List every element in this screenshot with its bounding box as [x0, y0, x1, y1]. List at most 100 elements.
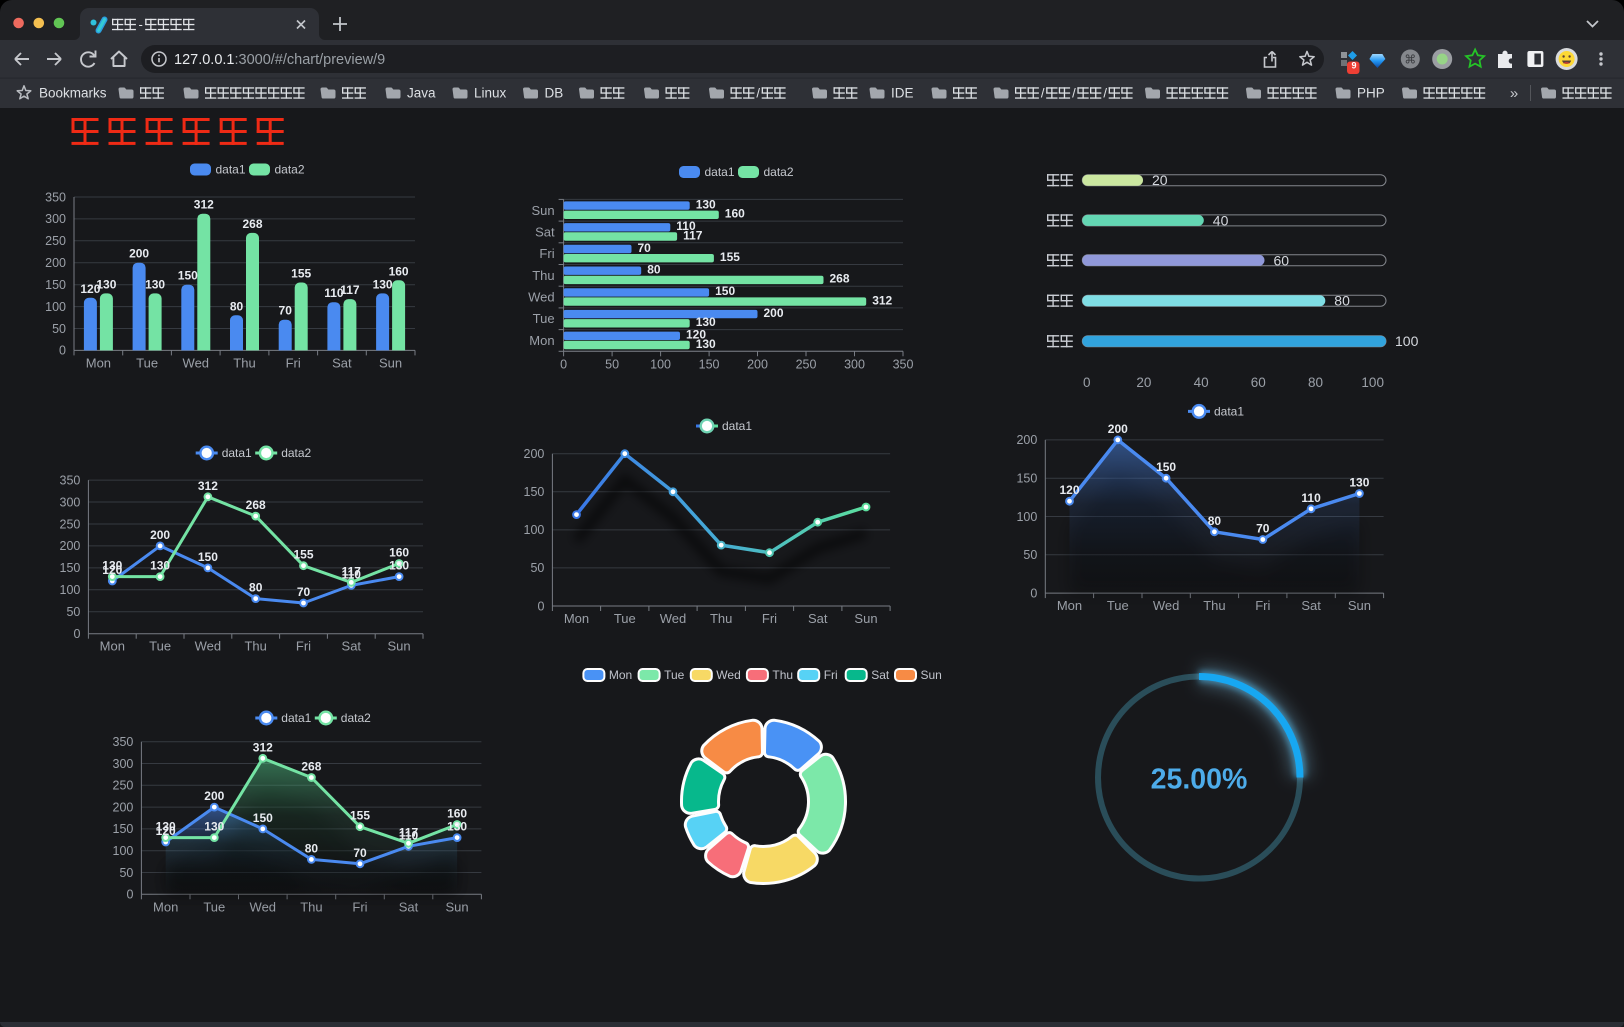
svg-text:120: 120 — [156, 824, 176, 838]
svg-text:Fri: Fri — [539, 246, 554, 261]
svg-text:Thu: Thu — [772, 668, 793, 682]
svg-text:70: 70 — [279, 304, 293, 318]
svg-text:250: 250 — [796, 357, 817, 371]
svg-text:100: 100 — [45, 300, 66, 314]
svg-text:Fri: Fri — [296, 639, 311, 654]
svg-text:data1: data1 — [216, 163, 246, 177]
svg-text:117: 117 — [342, 564, 362, 578]
svg-text:200: 200 — [113, 800, 134, 814]
svg-text:100: 100 — [1395, 333, 1419, 349]
svg-text:200: 200 — [1108, 422, 1128, 436]
svg-text:50: 50 — [605, 357, 619, 371]
svg-text:Sat: Sat — [399, 899, 419, 914]
svg-text:Mon: Mon — [1057, 598, 1082, 613]
svg-text:Linux: Linux — [474, 86, 507, 101]
svg-text:Tue: Tue — [533, 311, 555, 326]
svg-text:200: 200 — [747, 357, 768, 371]
svg-text:Sat: Sat — [332, 355, 352, 370]
svg-text:data2: data2 — [275, 163, 305, 177]
svg-text:100: 100 — [650, 357, 671, 371]
svg-text:0: 0 — [126, 888, 133, 902]
svg-text:80: 80 — [1308, 375, 1323, 390]
svg-text:data1: data1 — [705, 165, 735, 179]
svg-text:350: 350 — [893, 357, 914, 371]
svg-text:Sat: Sat — [871, 668, 890, 682]
svg-text:130: 130 — [204, 820, 224, 834]
svg-text:Fri: Fri — [762, 611, 777, 626]
svg-text:Wed: Wed — [660, 611, 687, 626]
svg-text:Mon: Mon — [86, 355, 111, 370]
svg-text:130: 130 — [373, 277, 393, 291]
svg-text:120: 120 — [686, 328, 706, 342]
svg-text:9: 9 — [1351, 61, 1356, 71]
svg-text:50: 50 — [1023, 548, 1037, 562]
svg-text:Sat: Sat — [342, 639, 362, 654]
svg-text:0: 0 — [537, 599, 544, 613]
svg-text:150: 150 — [699, 357, 720, 371]
svg-text:70: 70 — [638, 241, 652, 255]
svg-text:350: 350 — [45, 190, 66, 204]
svg-text:Tue: Tue — [149, 639, 171, 654]
svg-text:data2: data2 — [281, 446, 311, 460]
svg-text:0: 0 — [59, 344, 66, 358]
svg-text:40: 40 — [1213, 212, 1229, 228]
svg-text:268: 268 — [246, 498, 266, 512]
svg-text:150: 150 — [178, 269, 198, 283]
svg-text:200: 200 — [764, 306, 784, 320]
svg-text:70: 70 — [297, 585, 311, 599]
svg-text:IDE: IDE — [891, 86, 914, 101]
svg-text:150: 150 — [1016, 472, 1037, 486]
svg-text:110: 110 — [399, 828, 419, 842]
svg-text:Wed: Wed — [1153, 598, 1180, 613]
svg-text:Fri: Fri — [286, 355, 301, 370]
svg-text:/: / — [1103, 86, 1107, 101]
svg-text:130: 130 — [102, 559, 122, 573]
svg-text:80: 80 — [1334, 293, 1350, 309]
svg-text:Thu: Thu — [1203, 598, 1225, 613]
svg-text:Sun: Sun — [446, 899, 469, 914]
svg-text:data1: data1 — [281, 711, 311, 725]
svg-text:Fri: Fri — [1255, 598, 1270, 613]
svg-text:50: 50 — [119, 866, 133, 880]
svg-text:160: 160 — [447, 807, 467, 821]
svg-text:Sun: Sun — [531, 203, 554, 218]
svg-text:Fri: Fri — [824, 668, 838, 682]
svg-text:80: 80 — [1208, 514, 1222, 528]
svg-text:Wed: Wed — [716, 668, 740, 682]
svg-text:155: 155 — [291, 267, 311, 281]
svg-text:Mon: Mon — [609, 668, 632, 682]
svg-text:Wed: Wed — [183, 355, 210, 370]
svg-text:data1: data1 — [722, 419, 752, 433]
svg-text:110: 110 — [324, 286, 344, 300]
svg-text:150: 150 — [524, 485, 545, 499]
svg-text:130: 130 — [1349, 476, 1369, 490]
svg-text:200: 200 — [204, 789, 224, 803]
svg-text:100: 100 — [113, 844, 134, 858]
svg-text:200: 200 — [45, 256, 66, 270]
svg-text:120: 120 — [1059, 483, 1079, 497]
svg-text:127.0.0.1:3000/#/chart/preview: 127.0.0.1:3000/#/chart/preview/9 — [174, 52, 385, 68]
svg-text:150: 150 — [45, 278, 66, 292]
svg-text:130: 130 — [150, 559, 170, 573]
svg-text:DB: DB — [545, 86, 564, 101]
svg-text:80: 80 — [249, 581, 263, 595]
svg-text:130: 130 — [156, 820, 176, 834]
svg-text:350: 350 — [60, 473, 81, 487]
svg-text:Sun: Sun — [921, 668, 942, 682]
svg-text:100: 100 — [1016, 510, 1037, 524]
svg-text:60: 60 — [1274, 252, 1290, 268]
svg-text:200: 200 — [524, 447, 545, 461]
svg-text:120: 120 — [102, 563, 122, 577]
svg-text:150: 150 — [1156, 460, 1176, 474]
svg-text:Tue: Tue — [614, 611, 636, 626]
svg-text:data2: data2 — [764, 165, 794, 179]
svg-text:130: 130 — [696, 197, 716, 211]
svg-text:-: - — [139, 17, 143, 32]
svg-text:70: 70 — [353, 846, 367, 860]
svg-text:/: / — [1072, 86, 1076, 101]
svg-text:⌘: ⌘ — [1404, 53, 1416, 67]
svg-text:150: 150 — [253, 811, 273, 825]
svg-text:20: 20 — [1152, 172, 1168, 188]
svg-text:100: 100 — [1361, 375, 1384, 390]
svg-text:Tue: Tue — [136, 355, 158, 370]
